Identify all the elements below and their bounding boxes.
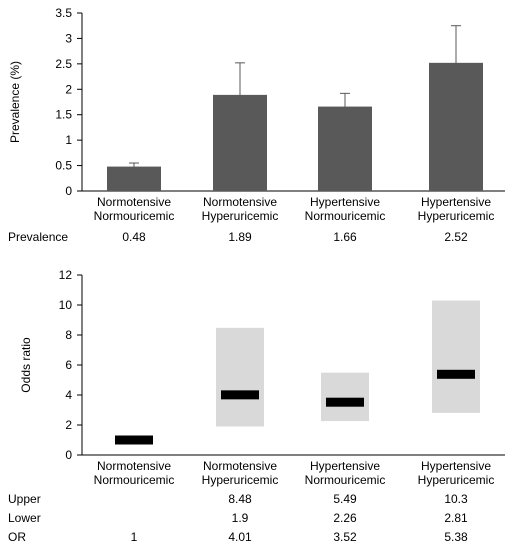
y-tick-label-top: 1.5 — [55, 108, 72, 122]
table-cell-top: 0.48 — [122, 230, 146, 244]
table-cell-top: 1.89 — [228, 230, 252, 244]
y-tick-label-bottom: 0 — [65, 448, 72, 462]
y-tick-label-top: 0 — [65, 184, 72, 198]
y-tick-label-bottom: 2 — [65, 418, 72, 432]
or-marker-2 — [221, 390, 259, 400]
ci-range-3 — [321, 372, 369, 422]
y-tick-label-bottom: 4 — [65, 388, 72, 402]
or-marker-3 — [326, 397, 364, 407]
table-cell-bottom: 5.49 — [333, 492, 357, 506]
y-tick-label-bottom: 6 — [65, 358, 72, 372]
table-row-label-bottom: OR — [8, 530, 26, 544]
category-label-bottom: Normouricemic — [305, 473, 386, 487]
table-cell-top: 1.66 — [333, 230, 357, 244]
category-label-bottom: Hyperuricemic — [202, 473, 279, 487]
y-tick-label-bottom: 8 — [65, 328, 72, 342]
table-cell-bottom: 8.48 — [228, 492, 252, 506]
category-label-top: Hyperuricemic — [202, 209, 279, 223]
table-cell-bottom: 1.9 — [232, 511, 249, 525]
table-cell-top: 2.52 — [444, 230, 468, 244]
y-axis-title-top: Prevalence (%) — [8, 61, 22, 143]
category-label-top: Hypertensive — [310, 195, 380, 209]
y-tick-label-top: 3 — [65, 31, 72, 45]
category-label-top: Normotensive — [97, 195, 171, 209]
bar-3 — [318, 106, 372, 191]
table-cell-bottom: 3.52 — [333, 530, 357, 544]
or-marker-4 — [437, 369, 475, 379]
table-cell-bottom: 4.01 — [228, 530, 252, 544]
ci-range-2 — [216, 327, 264, 427]
table-cell-bottom: 10.3 — [444, 492, 468, 506]
table-row-label-bottom: Upper — [8, 492, 41, 506]
y-tick-label-top: 2 — [65, 82, 72, 96]
category-label-top: Normotensive — [203, 195, 277, 209]
table-cell-bottom: 2.81 — [444, 511, 468, 525]
table-row-label-top: Prevalence — [8, 230, 68, 244]
category-label-top: Normouricemic — [94, 209, 175, 223]
category-label-bottom: Hypertensive — [310, 459, 380, 473]
y-tick-label-top: 3.5 — [55, 6, 72, 20]
category-label-bottom: Normotensive — [203, 459, 277, 473]
category-label-bottom: Hyperuricemic — [418, 473, 495, 487]
ci-range-4 — [432, 300, 480, 413]
category-label-bottom: Normouricemic — [94, 473, 175, 487]
table-cell-bottom: 5.38 — [444, 530, 468, 544]
category-label-bottom: Normotensive — [97, 459, 171, 473]
table-cell-bottom: 1 — [131, 530, 138, 544]
table-row-label-bottom: Lower — [8, 511, 41, 525]
category-label-bottom: Hypertensive — [421, 459, 491, 473]
bar-1 — [107, 166, 161, 191]
category-label-top: Normouricemic — [305, 209, 386, 223]
y-axis-title-bottom: Odds ratio — [19, 337, 33, 393]
y-tick-label-top: 0.5 — [55, 159, 72, 173]
category-label-top: Hypertensive — [421, 195, 491, 209]
y-tick-label-top: 1 — [65, 133, 72, 147]
y-tick-label-bottom: 12 — [59, 268, 73, 282]
y-tick-label-top: 2.5 — [55, 57, 72, 71]
table-cell-bottom: 2.26 — [333, 511, 357, 525]
or-marker-1 — [115, 435, 153, 445]
y-tick-label-bottom: 10 — [59, 298, 73, 312]
category-label-top: Hyperuricemic — [418, 209, 495, 223]
